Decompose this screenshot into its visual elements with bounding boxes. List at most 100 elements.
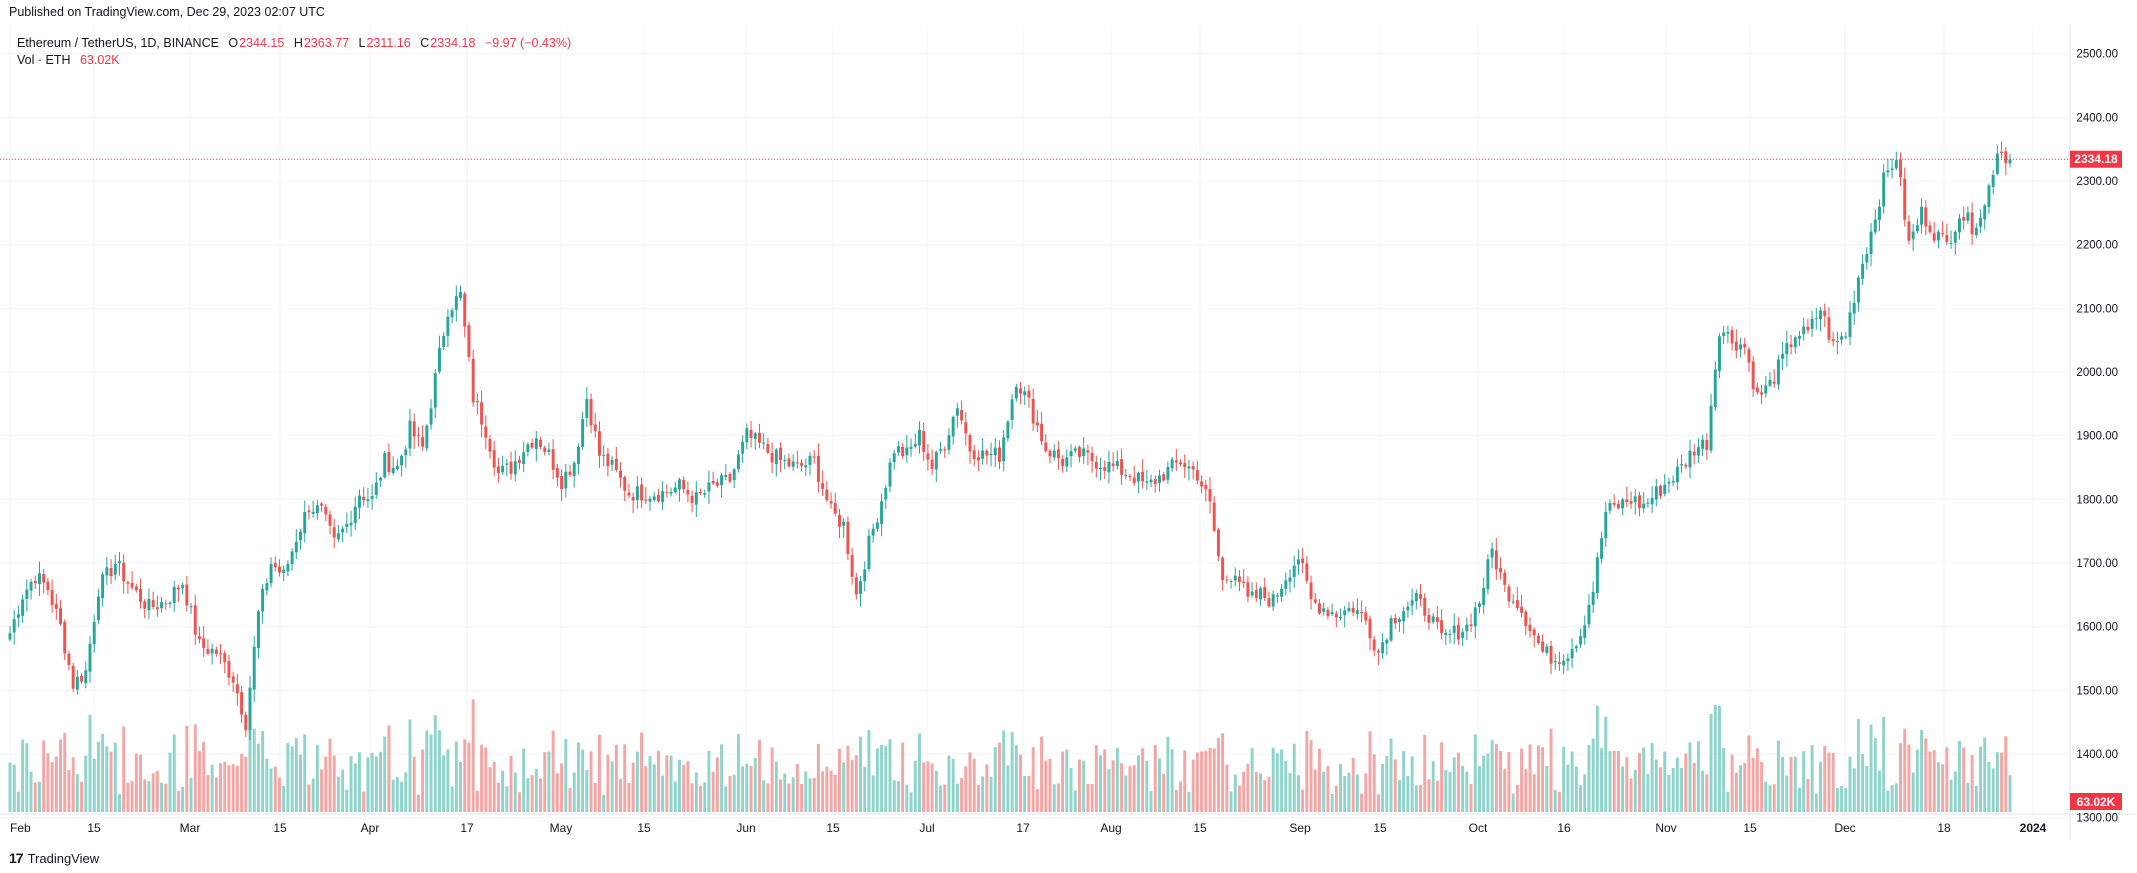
candle-body: [484, 426, 488, 438]
candle-body: [235, 684, 239, 694]
volume-bar: [560, 763, 564, 812]
candle-body: [589, 399, 593, 426]
candle-body: [1305, 563, 1309, 581]
candle-body: [1145, 481, 1149, 483]
volume-bar: [1179, 781, 1182, 812]
volume-bar: [1675, 757, 1679, 812]
volume-bar: [475, 790, 479, 812]
volume-bar: [614, 744, 618, 812]
price-tick-label: 1400.00: [2076, 749, 2118, 761]
candle-body: [762, 442, 766, 444]
candle-body: [1389, 618, 1393, 641]
volume-bar: [779, 779, 782, 812]
volume-bar: [1212, 748, 1216, 812]
candle-body: [795, 462, 799, 464]
candle-body: [774, 449, 778, 464]
tradingview-footer[interactable]: 17 TradingView: [9, 850, 99, 866]
time-tick-label: Jun: [736, 821, 755, 835]
candle-body: [1229, 581, 1233, 583]
volume-bar: [1318, 748, 1321, 812]
volume-bar: [1654, 759, 1658, 812]
candle-body: [1932, 233, 1936, 241]
price-axis[interactable]: 2500.00 2400.00 2300.00 2200.00 2100.00 2000.…: [2076, 49, 2118, 825]
candle-body: [1503, 572, 1507, 585]
candle-body: [905, 447, 909, 456]
volume-bar: [1158, 758, 1161, 812]
candle-body: [1819, 310, 1822, 320]
candle-body: [1242, 581, 1246, 584]
volume-bar: [105, 746, 109, 812]
candle-body: [1368, 618, 1372, 639]
candle-body: [1326, 609, 1330, 616]
candle-body: [1174, 460, 1178, 463]
volume-bar: [1886, 790, 1890, 812]
time-tick-label: Jul: [919, 821, 934, 835]
candle-body: [715, 482, 719, 486]
candle-body: [256, 611, 260, 649]
price-tick-label: 1500.00: [2076, 685, 2118, 697]
candle-body: [105, 567, 109, 576]
candle-body: [1549, 645, 1553, 664]
volume-bar: [825, 766, 829, 812]
tradingview-brand: TradingView: [27, 850, 100, 866]
volume-bar: [1722, 748, 1726, 812]
candle-body: [1158, 475, 1161, 483]
candle-body: [1031, 399, 1035, 424]
volume-bar: [1692, 762, 1696, 812]
volume-bar: [109, 751, 113, 812]
symbol-title: Ethereum / TetherUS, 1D, BINANCE: [17, 36, 219, 50]
volume-bar: [379, 751, 382, 812]
candle-body: [1482, 587, 1486, 606]
volume-bar: [1486, 753, 1490, 812]
candle-body: [1663, 484, 1667, 495]
volume-bar: [909, 792, 913, 812]
candle-body: [842, 521, 846, 526]
volume-bar: [505, 786, 509, 812]
candle-body: [749, 429, 753, 439]
candle-body: [741, 441, 745, 454]
candle-body: [934, 452, 938, 470]
time-tick-label: Feb: [10, 821, 31, 835]
candle-body: [501, 465, 505, 473]
candle-body: [539, 439, 542, 447]
volume-bar: [1869, 724, 1873, 812]
candle-body: [16, 614, 20, 618]
candle-body: [1440, 620, 1444, 634]
candle-body: [134, 586, 138, 591]
volume-bar: [1360, 793, 1364, 812]
candle-body: [1431, 616, 1435, 622]
candle-body: [1755, 387, 1759, 393]
volume-bar: [1238, 785, 1241, 812]
candle-body: [1915, 225, 1919, 232]
candle-body: [1246, 582, 1250, 597]
volume-bar: [1667, 775, 1671, 812]
candle-body: [913, 443, 917, 447]
volume-bar: [572, 772, 576, 812]
candle-body: [143, 601, 147, 609]
last-price-tag: 2334.18: [2070, 150, 2122, 168]
volume-bar: [1200, 751, 1204, 812]
candle-body: [2008, 159, 2012, 164]
volume-bar: [147, 781, 151, 812]
candle-body: [1360, 611, 1364, 614]
volume-bar: [1082, 760, 1086, 812]
volume-bar: [1604, 716, 1608, 812]
volume-bar: [1355, 774, 1359, 812]
volume-bar: [1376, 794, 1380, 812]
chart-legend: Ethereum / TetherUS, 1D, BINANCE O2344.1…: [17, 35, 572, 69]
volume-bar: [800, 784, 804, 812]
candle-body: [850, 554, 854, 577]
volume-bar: [922, 762, 926, 812]
candle-body: [644, 499, 648, 501]
volume-bar: [1259, 773, 1262, 812]
volume-bar: [1027, 775, 1031, 812]
candle-body: [892, 453, 896, 463]
volume-row: Vol · ETH 63.02K: [17, 52, 572, 69]
volume-bar: [1650, 742, 1654, 812]
candle-body: [168, 602, 172, 604]
time-axis[interactable]: Feb 15 Mar 15 Apr 17 May 15 Jun 15 Jul 17 Aug 15 Sep 15…: [10, 821, 2047, 835]
volume-bar: [92, 758, 96, 812]
candle-body: [530, 443, 534, 448]
volume-bar: [568, 787, 572, 812]
